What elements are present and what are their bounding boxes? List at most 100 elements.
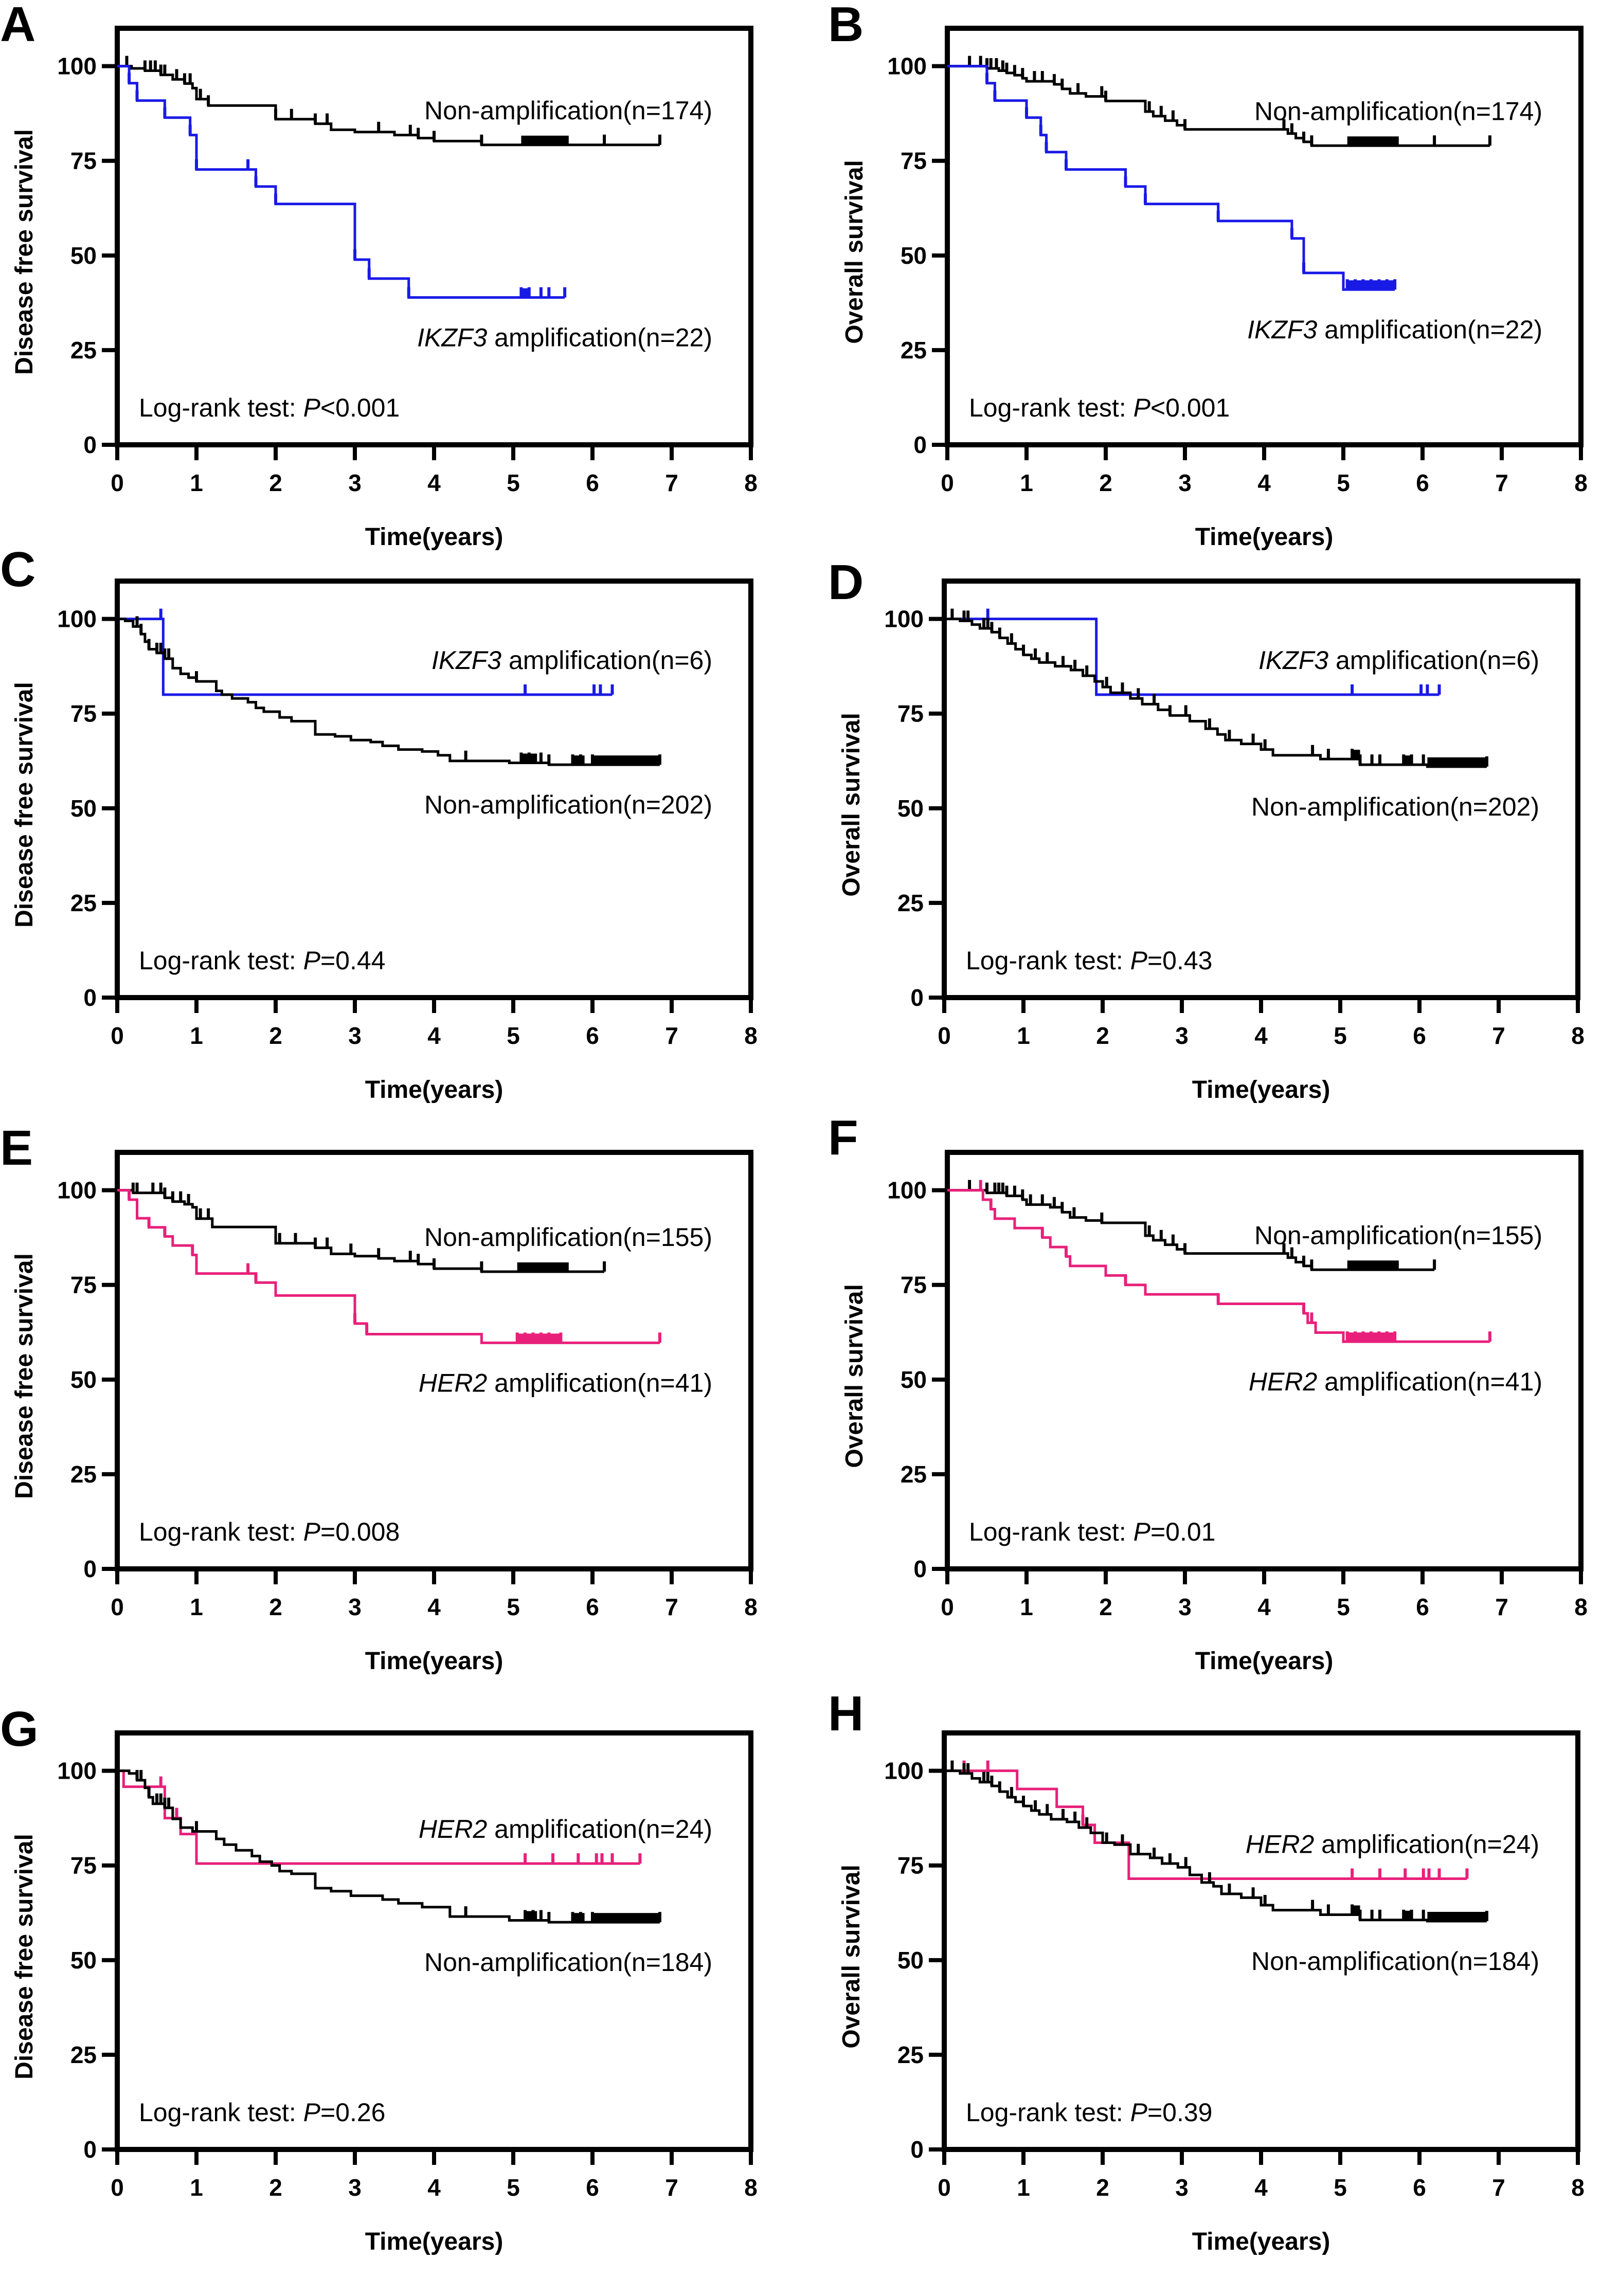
panel-g: G 0 25 50 75 100 0 1 2 3 4 5 6 7 8 Time(years) Disease f… [0, 1702, 758, 2255]
y-axis-title: Disease free survival [11, 129, 38, 375]
series-label: Non-amplification(n=202) [424, 790, 712, 819]
y-axis-title: Overall survival [838, 1865, 865, 2049]
series-label: IKZF3 amplification(n=22) [417, 323, 712, 352]
x-tick-label: 2 [1096, 2174, 1109, 2201]
y-tick-label: 0 [910, 984, 924, 1011]
x-tick-label: 2 [269, 469, 282, 496]
x-axis-title: Time(years) [365, 523, 503, 551]
x-axis-title: Time(years) [1192, 1076, 1330, 1104]
panel-h: H 0 25 50 75 100 0 1 2 3 4 5 6 7 8 Time(years) Overall s… [828, 1686, 1585, 2255]
series-non-amplification [944, 608, 1488, 768]
censor-block [592, 1913, 660, 1923]
y-tick-label: 0 [913, 1556, 927, 1582]
censor-block [1404, 755, 1412, 765]
x-tick-label: 6 [586, 1022, 599, 1049]
survival-curve [944, 618, 1440, 696]
x-tick-label: 4 [427, 2174, 441, 2201]
y-tick-label: 75 [70, 148, 97, 174]
x-tick-label: 2 [1099, 469, 1112, 496]
panel-e: E 0 25 50 75 100 0 1 2 3 4 5 6 7 8 Time(years) Disease f… [0, 1120, 758, 1675]
censor-block [521, 135, 569, 145]
y-tick-label: 25 [70, 890, 97, 916]
x-tick-label: 5 [507, 469, 520, 496]
series-non-amplification [947, 1180, 1436, 1271]
x-tick-label: 1 [190, 469, 203, 496]
series-non-amplification [117, 1769, 661, 1924]
plot-frame [115, 1730, 753, 2152]
panel-c: C 0 25 50 75 100 0 1 2 3 4 5 6 7 8 Time(years) Disease f… [0, 542, 758, 1104]
survival-curve [947, 65, 1395, 291]
x-axis-title: Time(years) [1192, 2228, 1330, 2255]
censor-block [525, 1911, 537, 1921]
x-tick-label: 1 [190, 1594, 203, 1620]
x-tick-label: 3 [348, 1022, 362, 1049]
x-tick-label: 6 [586, 2174, 599, 2201]
y-tick-label: 75 [70, 700, 97, 727]
x-tick-label: 5 [1337, 469, 1350, 496]
panel-b: B 0 25 50 75 100 0 1 2 3 4 5 6 7 8 Time(years) Overall s… [828, 0, 1588, 551]
x-tick-label: 0 [941, 469, 954, 496]
series-her2 [947, 1180, 1491, 1343]
censor-block [1404, 1910, 1412, 1920]
x-axis-title: Time(years) [1195, 1648, 1334, 1675]
plot-frame [945, 26, 1584, 447]
series-label: Non-amplification(n=155) [424, 1223, 712, 1252]
y-tick-label: 100 [57, 1758, 97, 1784]
x-tick-label: 7 [1492, 1022, 1505, 1049]
x-tick-label: 3 [1178, 1594, 1192, 1620]
y-tick-label: 50 [70, 1947, 97, 1974]
y-tick-label: 100 [884, 606, 924, 632]
x-axis-title: Time(years) [365, 2228, 503, 2255]
x-tick-label: 0 [938, 1022, 951, 1049]
series-label: Non-amplification(n=184) [424, 1948, 712, 1977]
x-axis-title: Time(years) [365, 1076, 503, 1104]
y-axis-title: Disease free survival [11, 1253, 38, 1499]
x-tick-label: 3 [1175, 1022, 1189, 1049]
panel-letter: H [828, 1686, 864, 1741]
x-tick-label: 8 [1571, 2174, 1585, 2201]
y-tick-label: 25 [897, 890, 924, 916]
y-tick-label: 100 [57, 53, 97, 80]
plot-frame [115, 578, 753, 1000]
y-tick-label: 50 [897, 1947, 924, 1974]
x-tick-label: 6 [1413, 2174, 1426, 2201]
x-tick-label: 0 [111, 2174, 124, 2201]
logrank-annotation: Log-rank test: P=0.01 [969, 1517, 1215, 1546]
series-ikzf3 [117, 608, 614, 696]
survival-curve [947, 1189, 1435, 1271]
x-tick-label: 7 [1492, 2174, 1505, 2201]
censor-block [1347, 136, 1399, 146]
x-tick-label: 8 [744, 469, 758, 496]
series-her2 [944, 1760, 1469, 1880]
x-tick-label: 3 [348, 1594, 362, 1620]
series-non-amplification [117, 1182, 606, 1273]
y-axis-title: Disease free survival [11, 1834, 38, 2080]
y-tick-label: 50 [70, 1366, 97, 1393]
survival-curve [117, 618, 660, 766]
plot-frame [942, 578, 1580, 1000]
logrank-annotation: Log-rank test: P=0.39 [966, 2098, 1212, 2127]
logrank-annotation: Log-rank test: P<0.001 [139, 393, 400, 422]
x-tick-label: 8 [1571, 1022, 1585, 1049]
x-tick-label: 5 [1337, 1594, 1350, 1620]
x-tick-label: 3 [348, 469, 362, 496]
x-tick-label: 5 [1334, 2174, 1347, 2201]
series-label: IKZF3 amplification(n=22) [1247, 315, 1542, 344]
x-tick-label: 7 [665, 1022, 678, 1049]
series-her2 [117, 1189, 661, 1344]
logrank-annotation: Log-rank test: P=0.008 [139, 1517, 400, 1546]
x-tick-label: 1 [1020, 1594, 1033, 1620]
x-tick-label: 1 [1017, 2174, 1030, 2201]
censor-block [572, 1913, 585, 1923]
x-tick-label: 4 [1254, 1022, 1268, 1049]
y-tick-label: 75 [901, 1272, 927, 1298]
y-tick-label: 0 [83, 431, 97, 458]
x-tick-label: 8 [744, 1594, 758, 1620]
y-tick-label: 50 [897, 795, 924, 822]
x-tick-label: 8 [1574, 469, 1588, 496]
x-tick-label: 7 [665, 1594, 678, 1620]
x-axis-title: Time(years) [365, 1648, 503, 1675]
panel-letter: C [0, 542, 35, 597]
censor-block [521, 288, 529, 298]
